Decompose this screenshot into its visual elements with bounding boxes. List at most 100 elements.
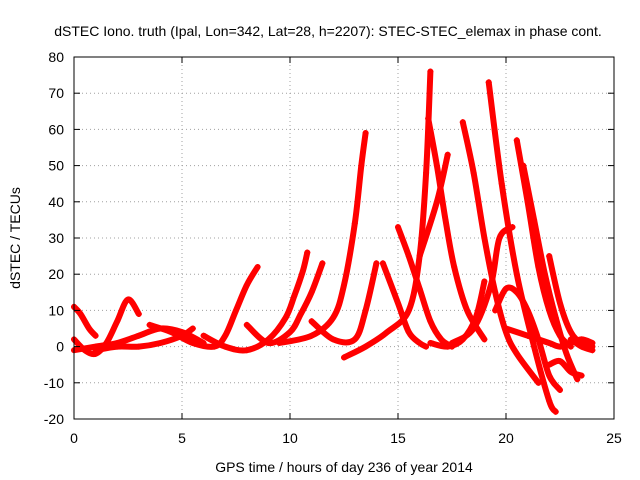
data-point-marker	[395, 300, 401, 307]
chart-title: dSTEC Iono. truth (Ipal, Lon=342, Lat=28…	[54, 23, 601, 39]
data-point-marker	[125, 296, 131, 303]
data-point-marker	[442, 216, 449, 223]
data-point-marker	[200, 332, 207, 339]
data-point-marker	[563, 350, 570, 357]
data-point-marker	[341, 354, 347, 361]
data-point-marker	[304, 249, 311, 256]
data-point-marker	[351, 336, 358, 343]
data-point-marker	[541, 271, 548, 278]
data-point-marker	[444, 343, 451, 350]
data-point-marker	[578, 343, 585, 350]
data-series-group	[71, 68, 596, 415]
data-point-marker	[92, 347, 99, 354]
data-point-marker	[135, 343, 142, 350]
data-point-marker	[297, 311, 304, 318]
data-point-marker	[546, 372, 553, 379]
data-point-marker	[135, 311, 142, 318]
data-point-marker	[405, 253, 412, 260]
y-tick-label: 20	[48, 266, 64, 282]
data-point-marker	[373, 260, 380, 267]
data-point-marker	[351, 220, 358, 227]
y-tick-label: 0	[56, 339, 64, 355]
data-point-marker	[492, 289, 499, 296]
y-tick-label: -10	[44, 375, 64, 391]
data-point-marker	[481, 235, 488, 241]
data-point-marker	[135, 332, 142, 339]
data-point-marker	[513, 271, 520, 278]
data-point-marker	[319, 260, 326, 267]
data-point-marker	[513, 137, 520, 144]
data-point-marker	[535, 379, 542, 386]
data-point-marker	[433, 162, 440, 169]
grid	[74, 57, 614, 419]
x-axis-label: GPS time / hours of day 236 of year 2014	[215, 459, 473, 475]
data-point-marker	[287, 329, 293, 336]
data-point-marker	[589, 347, 596, 354]
data-point-marker	[425, 115, 432, 122]
data-point-marker	[243, 347, 250, 354]
x-tick-label: 5	[178, 430, 186, 446]
data-point-marker	[379, 260, 386, 267]
y-axis-label: dSTEC / TECUs	[7, 187, 23, 289]
data-point-marker	[492, 307, 499, 314]
data-point-marker	[552, 408, 559, 415]
data-point-marker	[341, 282, 347, 289]
data-point-marker	[405, 329, 412, 336]
data-point-marker	[362, 343, 369, 350]
data-point-marker	[552, 314, 559, 321]
data-point-marker	[362, 307, 369, 314]
series-arc-7	[243, 260, 326, 347]
data-point-marker	[276, 339, 283, 346]
data-point-marker	[282, 314, 289, 321]
x-tick-label: 25	[606, 430, 622, 446]
data-point-marker	[567, 336, 574, 343]
data-point-marker	[330, 314, 337, 321]
data-point-marker	[92, 332, 99, 339]
data-point-marker	[481, 336, 488, 343]
data-point-marker	[299, 267, 306, 274]
data-point-marker	[233, 307, 239, 314]
data-point-marker	[459, 119, 466, 126]
data-point-marker	[438, 336, 445, 343]
data-point-marker	[189, 339, 196, 346]
series-arc-12	[395, 224, 455, 350]
data-point-marker	[524, 307, 531, 314]
data-point-marker	[470, 325, 477, 332]
data-point-marker	[86, 325, 93, 332]
data-point-marker	[470, 169, 477, 176]
data-point-marker	[384, 329, 391, 336]
data-point-marker	[567, 368, 574, 375]
data-point-marker	[546, 253, 553, 260]
series-arc-1	[71, 303, 99, 339]
data-point-marker	[520, 162, 527, 169]
data-point-marker	[485, 79, 492, 86]
data-point-marker	[77, 311, 84, 318]
data-point-marker	[464, 307, 471, 314]
series-arc-13	[425, 115, 488, 343]
data-point-marker	[423, 343, 430, 350]
data-point-marker	[513, 350, 520, 357]
data-point-marker	[416, 253, 423, 260]
data-point-marker	[451, 263, 458, 270]
data-point-marker	[531, 343, 538, 350]
data-point-marker	[487, 282, 494, 289]
y-tick-label: 60	[48, 121, 64, 137]
axis-ticks: 0 5 10 15 20 25 -20 -10 0 10 20 30 40 50 60 70 80	[44, 49, 622, 446]
data-point-marker	[265, 339, 272, 346]
data-point-marker	[449, 339, 455, 346]
data-point-marker	[546, 397, 553, 404]
data-point-marker	[157, 339, 164, 346]
data-point-marker	[114, 343, 121, 350]
data-point-marker	[416, 339, 423, 346]
series-arc-21	[520, 162, 581, 383]
series-arc-24	[546, 357, 585, 379]
y-tick-label: 50	[48, 158, 64, 174]
y-tick-label: 80	[48, 49, 64, 65]
data-point-marker	[444, 151, 451, 158]
data-point-marker	[503, 325, 509, 332]
y-tick-label: 30	[48, 230, 64, 246]
data-point-marker	[308, 332, 315, 339]
x-tick-label: 20	[498, 430, 514, 446]
data-point-marker	[146, 321, 153, 328]
